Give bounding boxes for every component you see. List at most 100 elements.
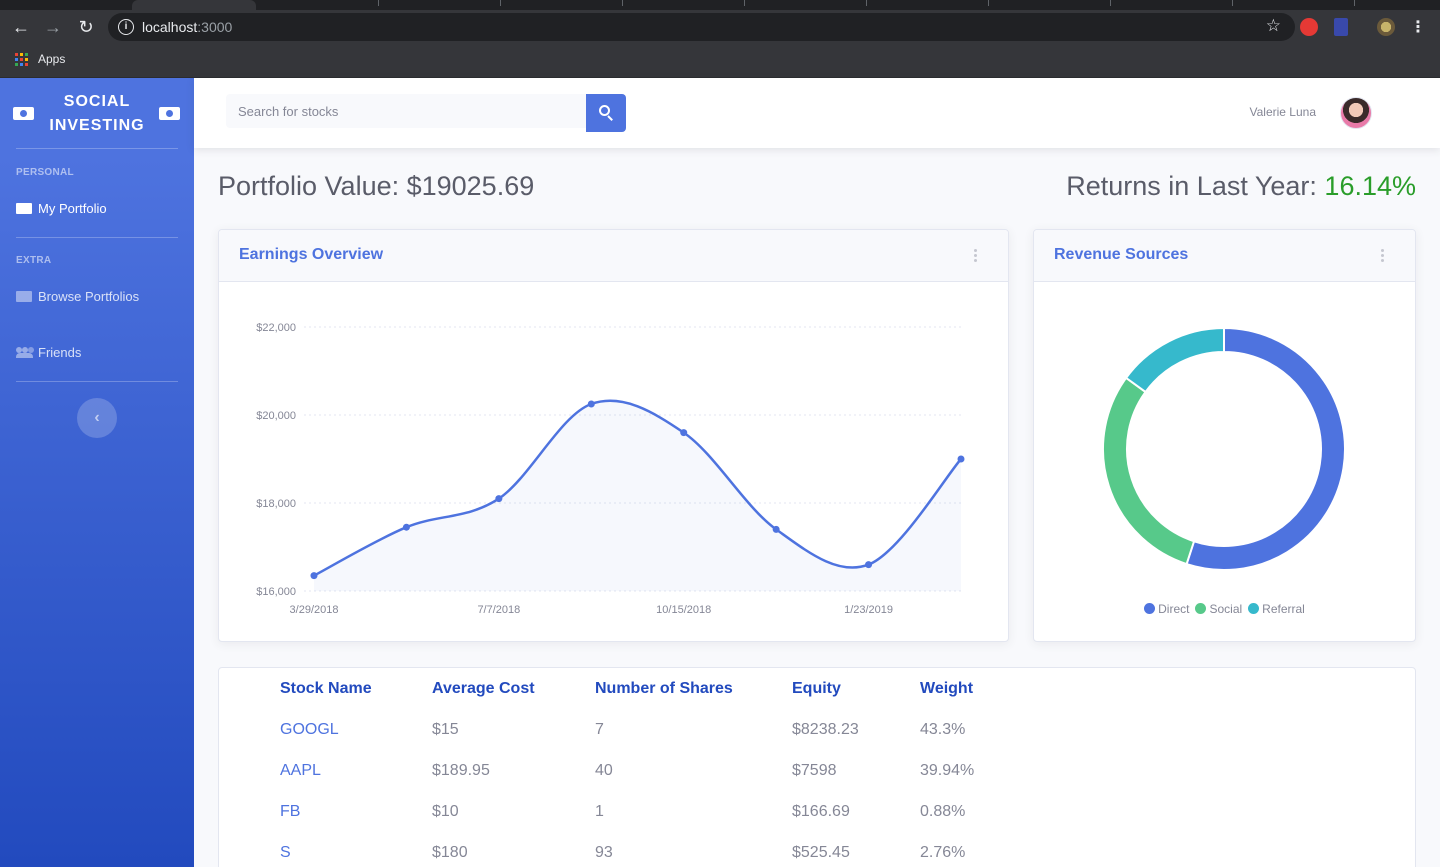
tab-separator: [378, 0, 379, 6]
back-arrow-icon[interactable]: ←: [12, 17, 30, 37]
search-input[interactable]: [226, 94, 586, 128]
column-header[interactable]: Equity: [792, 680, 841, 697]
folder-icon: [16, 203, 32, 215]
card-header: Earnings Overview: [219, 230, 1008, 282]
forward-arrow-icon[interactable]: →: [44, 17, 62, 37]
browser-toolbar: ← → ↻ i localhost:3000 ☆ ⋮: [0, 10, 1440, 44]
revenue-title: Revenue Sources: [1054, 246, 1189, 263]
search-icon-handle: [607, 115, 613, 121]
table-cell: $15: [432, 721, 459, 738]
x-tick-label: 1/23/2019: [844, 604, 893, 616]
tab-separator: [1110, 0, 1111, 6]
x-tick-label: 10/15/2018: [656, 604, 711, 616]
table-cell: $8238.23: [792, 721, 859, 738]
legend-dot-icon: [1195, 603, 1207, 614]
table-cell: 93: [595, 844, 613, 861]
table-cell: $166.69: [792, 803, 850, 820]
donut-slice-direct[interactable]: [1185, 326, 1346, 571]
sidebar-item-browse-portfolios[interactable]: Browse Portfolios: [16, 285, 178, 309]
sidebar-item-label: Browse Portfolios: [38, 289, 140, 304]
tab-separator: [500, 0, 501, 6]
earnings-point[interactable]: [402, 523, 410, 531]
sidebar-toggle-button[interactable]: ‹: [77, 398, 117, 438]
site-info-icon[interactable]: i: [118, 19, 134, 35]
holdings-table: Stock Name Average Cost Number of Shares Eq…: [218, 667, 1416, 867]
more-options-icon[interactable]: [1381, 249, 1385, 263]
earnings-point[interactable]: [680, 429, 688, 437]
returns-last-year: Returns in Last Year: 16.14%: [1066, 171, 1416, 202]
table-cell: 7: [595, 721, 604, 738]
stock-link[interactable]: FB: [280, 803, 301, 820]
column-header[interactable]: Number of Shares: [595, 680, 733, 697]
stock-link[interactable]: AAPL: [280, 762, 321, 779]
column-header[interactable]: Weight: [920, 680, 974, 697]
sidebar-heading-extra: EXTRA: [16, 255, 52, 266]
extension-hand-icon[interactable]: [1300, 18, 1318, 36]
stock-link[interactable]: S: [280, 844, 291, 861]
apps-grid-icon[interactable]: [15, 53, 28, 66]
table-cell: $525.45: [792, 844, 850, 861]
sidebar-divider: [16, 381, 178, 382]
reload-icon[interactable]: ↻: [78, 17, 94, 37]
returns-value: 16.14%: [1324, 171, 1416, 201]
earnings-point[interactable]: [957, 455, 965, 463]
search-icon: [599, 105, 610, 116]
sidebar-heading-personal: PERSONAL: [16, 167, 74, 178]
brand[interactable]: SOCIAL INVESTING: [0, 78, 194, 148]
apps-bookmark[interactable]: Apps: [38, 52, 66, 66]
y-tick-label: $22,000: [256, 322, 296, 334]
brand-line-2: INVESTING: [49, 117, 145, 134]
bookmark-star-icon[interactable]: ☆: [1265, 16, 1281, 35]
earnings-point[interactable]: [310, 572, 318, 580]
legend-label: Referral: [1262, 602, 1305, 616]
user-name[interactable]: Valerie Luna: [1249, 105, 1317, 119]
money-bill-icon: [159, 107, 180, 120]
column-header[interactable]: Average Cost: [432, 680, 535, 697]
donut-slice-social[interactable]: [1102, 376, 1196, 566]
legend-dot-icon: [1144, 603, 1156, 614]
address-url[interactable]: localhost:3000: [142, 19, 233, 35]
stock-link[interactable]: GOOGL: [280, 721, 339, 738]
earnings-area-fill: [314, 400, 961, 591]
portfolio-value: Portfolio Value: $19025.69: [218, 171, 535, 201]
legend-dot-icon: [1248, 603, 1260, 614]
legend-label: Social: [1209, 602, 1243, 616]
address-bar[interactable]: i localhost:3000 ☆: [108, 13, 1295, 41]
sidebar-item-my-portfolio[interactable]: My Portfolio: [16, 197, 178, 221]
earnings-point[interactable]: [772, 525, 780, 533]
brand-line-1: SOCIAL: [63, 93, 131, 110]
search-button[interactable]: [586, 94, 626, 132]
tab-separator: [866, 0, 867, 6]
table-cell: $10: [432, 803, 459, 820]
tab-separator: [988, 0, 989, 6]
table-cell: $7598: [792, 762, 837, 779]
revenue-donut-chart: [1102, 326, 1346, 571]
table-cell: 2.76%: [920, 844, 966, 861]
earnings-point[interactable]: [587, 400, 595, 408]
earnings-point[interactable]: [495, 495, 503, 503]
tab-separator: [1354, 0, 1355, 6]
more-options-icon[interactable]: [974, 249, 978, 263]
x-tick-label: 3/29/2018: [290, 604, 339, 616]
table-cell: 40: [595, 762, 613, 779]
earnings-point[interactable]: [865, 561, 873, 569]
extension-icon[interactable]: [1334, 18, 1348, 36]
sidebar: SOCIAL INVESTING PERSONAL My Portfolio E…: [0, 78, 194, 867]
revenue-card: Revenue Sources Direct Social Referral: [1033, 229, 1416, 642]
sidebar-item-friends[interactable]: Friends: [16, 341, 178, 365]
browser-menu-icon[interactable]: ⋮: [1410, 19, 1426, 36]
user-avatar[interactable]: [1340, 97, 1372, 129]
legend-item-referral: Referral: [1248, 602, 1305, 616]
y-tick-label: $16,000: [256, 586, 296, 598]
column-header[interactable]: Stock Name: [280, 680, 372, 697]
sidebar-item-label: Friends: [38, 345, 82, 360]
browser-tab-active[interactable]: [132, 0, 256, 10]
profile-avatar[interactable]: [1377, 18, 1395, 36]
donut-slice-referral[interactable]: [1124, 326, 1225, 394]
sidebar-divider: [16, 237, 178, 238]
tab-separator: [1232, 0, 1233, 6]
y-tick-label: $20,000: [256, 410, 296, 422]
y-tick-label: $18,000: [256, 498, 296, 510]
x-tick-label: 7/7/2018: [477, 604, 520, 616]
table-cell: 0.88%: [920, 803, 966, 820]
